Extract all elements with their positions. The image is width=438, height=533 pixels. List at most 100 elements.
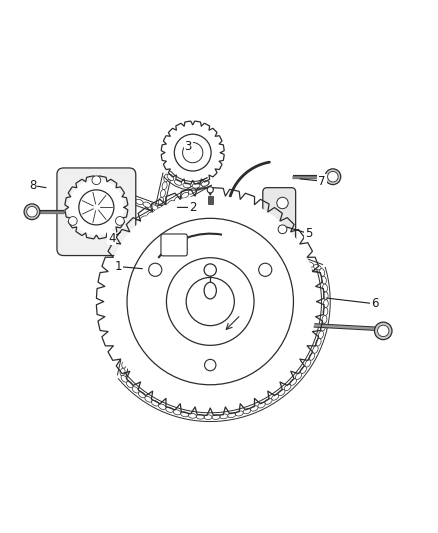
Circle shape (166, 258, 254, 345)
Circle shape (277, 197, 288, 209)
Ellipse shape (165, 210, 173, 215)
Text: 1: 1 (114, 260, 142, 273)
Ellipse shape (131, 321, 136, 329)
Ellipse shape (134, 306, 139, 314)
Ellipse shape (181, 412, 188, 417)
Ellipse shape (97, 238, 105, 243)
Ellipse shape (174, 180, 182, 185)
FancyBboxPatch shape (263, 188, 296, 253)
Ellipse shape (210, 227, 217, 232)
Ellipse shape (113, 231, 120, 237)
Ellipse shape (106, 236, 113, 241)
Ellipse shape (173, 213, 180, 218)
Ellipse shape (284, 384, 291, 391)
Ellipse shape (247, 240, 254, 245)
Bar (208, 196, 213, 204)
Ellipse shape (113, 178, 120, 184)
Ellipse shape (81, 236, 89, 241)
Text: 4: 4 (108, 231, 120, 245)
Ellipse shape (133, 220, 141, 225)
Ellipse shape (82, 173, 90, 179)
Ellipse shape (124, 190, 130, 198)
Ellipse shape (69, 181, 75, 188)
Ellipse shape (306, 262, 314, 267)
Ellipse shape (180, 216, 187, 221)
Ellipse shape (74, 232, 81, 238)
FancyBboxPatch shape (161, 234, 187, 256)
Ellipse shape (132, 314, 138, 321)
Ellipse shape (136, 298, 141, 306)
Circle shape (204, 264, 216, 276)
Ellipse shape (167, 174, 174, 181)
Ellipse shape (138, 392, 145, 398)
Text: 6: 6 (326, 297, 378, 310)
Circle shape (186, 278, 234, 326)
Ellipse shape (148, 244, 153, 252)
Ellipse shape (232, 235, 240, 240)
Ellipse shape (316, 338, 321, 346)
Ellipse shape (202, 224, 210, 229)
Ellipse shape (89, 238, 97, 243)
Ellipse shape (64, 188, 70, 195)
Ellipse shape (321, 276, 326, 284)
Circle shape (165, 125, 220, 180)
Ellipse shape (276, 251, 284, 256)
Ellipse shape (318, 331, 324, 338)
Ellipse shape (309, 353, 315, 360)
Ellipse shape (159, 404, 166, 409)
Circle shape (24, 204, 40, 220)
Ellipse shape (314, 264, 321, 270)
Text: 5: 5 (287, 227, 312, 240)
Ellipse shape (323, 284, 328, 292)
Ellipse shape (195, 184, 202, 190)
Ellipse shape (320, 269, 325, 276)
Ellipse shape (152, 228, 157, 236)
Ellipse shape (323, 308, 328, 316)
Ellipse shape (240, 237, 247, 243)
Ellipse shape (254, 243, 262, 248)
Ellipse shape (313, 346, 318, 353)
Ellipse shape (127, 224, 134, 229)
Ellipse shape (143, 202, 151, 207)
Ellipse shape (299, 259, 306, 264)
Ellipse shape (160, 190, 166, 197)
Text: 8: 8 (29, 179, 46, 192)
Ellipse shape (152, 400, 159, 406)
Ellipse shape (75, 176, 82, 182)
Ellipse shape (120, 368, 125, 376)
Ellipse shape (150, 205, 158, 210)
Ellipse shape (68, 226, 75, 233)
Ellipse shape (323, 300, 328, 308)
Ellipse shape (120, 228, 127, 233)
Ellipse shape (202, 181, 209, 187)
Ellipse shape (138, 290, 143, 298)
Ellipse shape (269, 248, 277, 254)
Ellipse shape (225, 232, 232, 237)
Ellipse shape (127, 381, 133, 388)
Ellipse shape (228, 413, 236, 418)
Circle shape (278, 225, 287, 233)
Circle shape (69, 180, 124, 235)
Ellipse shape (145, 260, 150, 267)
Ellipse shape (295, 373, 302, 379)
Ellipse shape (62, 195, 67, 203)
Text: 3: 3 (185, 140, 193, 152)
Ellipse shape (127, 337, 132, 345)
Ellipse shape (155, 213, 160, 221)
Ellipse shape (272, 394, 279, 400)
Ellipse shape (141, 275, 146, 282)
Ellipse shape (183, 183, 191, 188)
Ellipse shape (157, 205, 162, 213)
Ellipse shape (159, 197, 164, 205)
Ellipse shape (204, 415, 212, 419)
Ellipse shape (305, 360, 311, 367)
Ellipse shape (188, 413, 196, 418)
Ellipse shape (321, 324, 325, 331)
Ellipse shape (120, 183, 126, 190)
Ellipse shape (323, 292, 328, 300)
Ellipse shape (164, 174, 169, 182)
Ellipse shape (121, 376, 127, 382)
Ellipse shape (128, 197, 136, 202)
Ellipse shape (217, 229, 225, 235)
Ellipse shape (166, 407, 173, 413)
